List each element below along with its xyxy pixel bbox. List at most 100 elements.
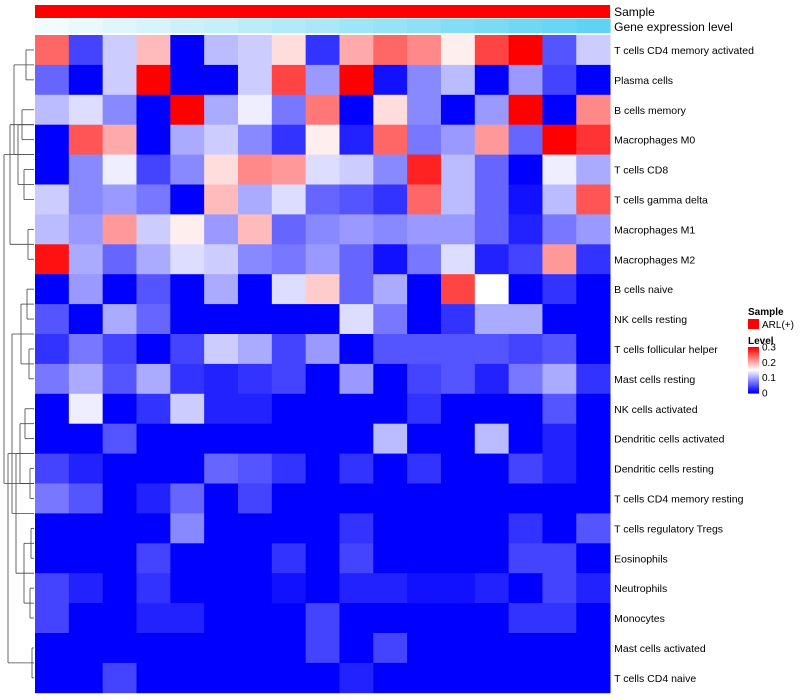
heatmap-cell [170,94,205,126]
heatmap-cell [136,244,171,275]
heatmap-cell [305,334,340,365]
heatmap-cell [170,274,205,305]
expression-level-annotation-bar [35,19,611,33]
expression-level-cell [102,19,137,33]
heatmap-cell [237,154,273,185]
heatmap-cell [440,483,476,514]
legend-colorbar-step [748,371,759,373]
heatmap-cell [508,423,543,454]
heatmap-cell [68,94,104,126]
heatmap-cell [204,184,239,215]
heatmap-cell [542,184,577,215]
heatmap-cell [136,154,171,185]
legend-colorbar-step [748,380,759,383]
row-label: Dendritic cells resting [614,464,714,476]
heatmap-cell [474,483,510,514]
heatmap-cell [68,64,104,96]
legend-colorbar-step [748,390,759,393]
heatmap-cell [204,64,239,96]
heatmap-cell [271,154,307,185]
heatmap-cell [542,64,577,96]
heatmap-cell [373,154,408,185]
heatmap-cell [68,274,104,305]
heatmap-cell [576,393,611,425]
heatmap-cell [136,483,171,514]
heatmap-cell [508,483,543,514]
legend-level-title: Level [748,336,774,347]
heatmap-cell [474,543,510,574]
heatmap-cell [407,35,442,66]
heatmap-cell [407,274,442,305]
heatmap-cell [305,244,340,275]
heatmap-cell [373,214,408,245]
heatmap-cell [576,334,611,365]
heatmap-cell [440,513,476,544]
legend-colorbar-step [748,356,759,358]
row-label: T cells CD4 memory resting [614,493,743,505]
heatmap-cell [35,603,70,634]
heatmap-cell [271,662,307,694]
legend-sample-entry: ARL(+) [762,320,794,331]
row-label: T cells gamma delta [614,194,708,206]
heatmap-cell [305,573,340,604]
heatmap-cell [136,184,171,215]
heatmap-cell [102,423,137,454]
heatmap-cell [440,184,476,215]
heatmap-cell [68,363,104,395]
expression-level-cell [508,19,543,33]
heatmap-cell [542,214,577,245]
heatmap-cell [474,154,510,185]
heatmap-cell [170,603,205,634]
heatmap-cell [204,573,239,604]
heatmap-cell [474,94,510,126]
heatmap-cell [542,393,577,425]
heatmap-cell [237,274,273,305]
heatmap-cell [136,662,171,694]
heatmap-cell [35,94,70,126]
heatmap-cell [339,154,374,185]
expression-level-annotation-label: Gene expression level [614,20,733,34]
heatmap-cell [576,64,611,96]
heatmap-cell [170,393,205,425]
heatmap-cell [407,633,442,664]
legend-colorbar-step [748,368,759,371]
heatmap-cell [542,154,577,185]
heatmap-cell [373,633,408,664]
row-label: T cells CD4 memory activated [614,45,754,57]
heatmap-cell [35,274,70,305]
heatmap-cell [508,94,543,126]
heatmap-cell [440,662,476,694]
heatmap-cell [474,573,510,604]
legend-colorbar-step [748,370,759,372]
row-label: B cells naive [614,284,673,296]
legend-level-colorbar [748,347,759,394]
row-label: T cells regulatory Tregs [614,523,723,535]
heatmap-cell [508,214,543,245]
row-label: Dendritic cells activated [614,434,724,446]
heatmap-cell [305,274,340,305]
heatmap-cell [237,124,273,155]
heatmap-cell [373,453,408,484]
heatmap-cell [237,363,273,395]
heatmap-cell [102,244,137,275]
heatmap-cell [35,423,70,454]
heatmap-cell [576,214,611,245]
heatmap-cell [576,603,611,634]
heatmap-cell [237,662,273,694]
heatmap-cell [339,363,374,395]
heatmap-cell [237,244,273,275]
heatmap-cell [576,662,611,694]
heatmap-cell [407,154,442,185]
heatmap-cell [440,334,476,365]
heatmap-cell [407,603,442,634]
heatmap-cell [576,363,611,395]
heatmap-cell [170,334,205,365]
heatmap-cell [474,304,510,335]
heatmap-cell [170,35,205,66]
heatmap-cell [339,453,374,484]
row-label: NK cells activated [614,404,698,416]
heatmap-cell [204,393,239,425]
heatmap-cell [542,483,577,514]
expression-level-cell [576,19,611,33]
legend-colorbar-step [748,355,759,357]
